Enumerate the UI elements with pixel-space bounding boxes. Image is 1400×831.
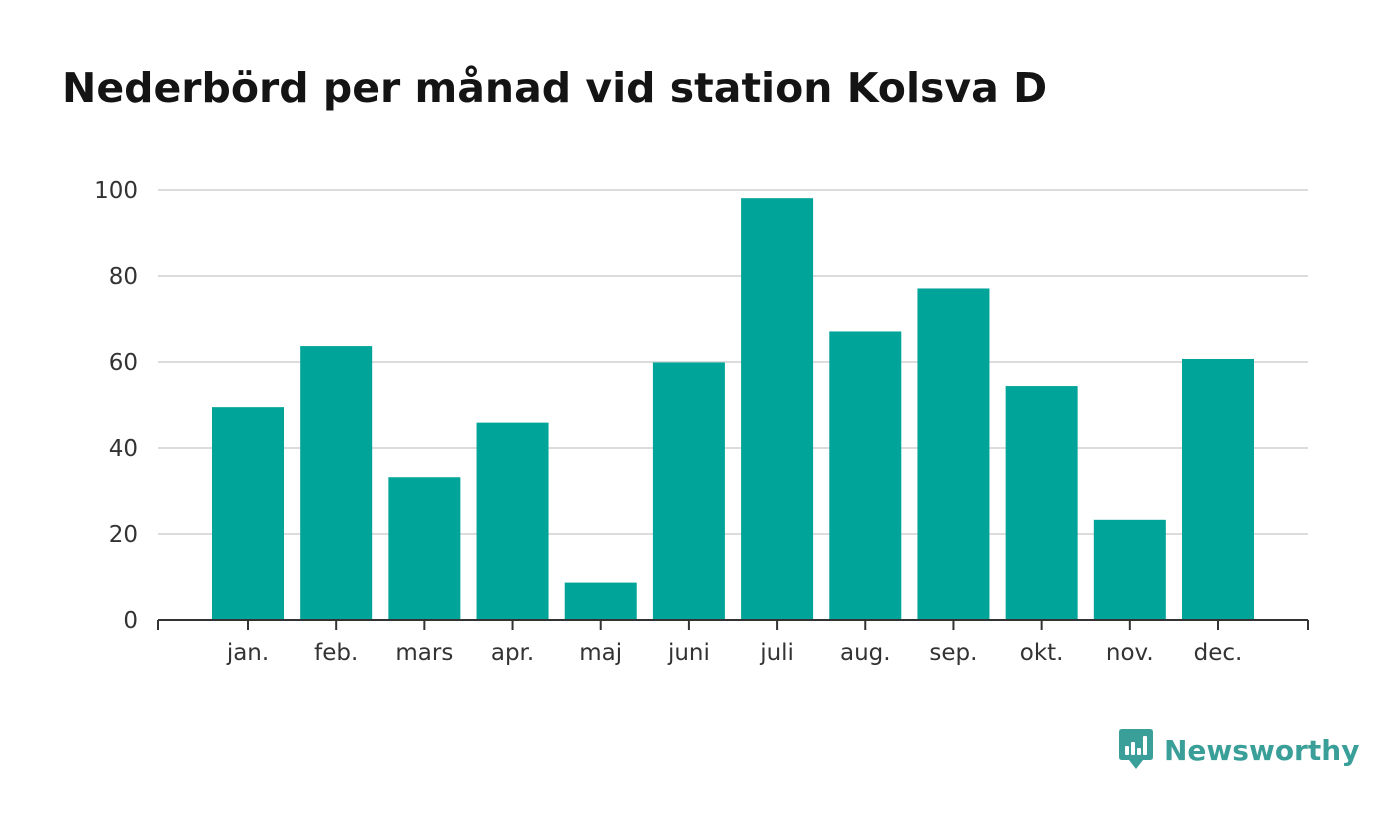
bar-apr: [476, 422, 549, 620]
bars: [212, 198, 1254, 621]
bar-jan: [212, 407, 284, 620]
y-tick-label: 20: [109, 522, 138, 548]
x-tick-label: juli: [759, 640, 794, 666]
bar-dec: [1182, 358, 1254, 620]
x-tick-label: jan.: [226, 640, 269, 666]
x-tick-label: nov.: [1106, 640, 1154, 666]
newsworthy-logo-icon: [1119, 729, 1153, 769]
y-tick-label: 0: [123, 608, 138, 634]
bar-okt: [1005, 386, 1078, 620]
x-axis: [157, 619, 1309, 630]
x-tick-label: okt.: [1020, 640, 1064, 666]
x-tick-label: sep.: [929, 640, 977, 666]
x-tick-labels: jan. feb. mars apr. maj juni juli aug. sep. okt. n…: [226, 640, 1243, 666]
x-tick-label: maj: [579, 640, 622, 666]
y-tick-label: 100: [94, 178, 138, 204]
x-tick-label: apr.: [491, 640, 534, 666]
brand-name: Newsworthy: [1164, 733, 1360, 767]
y-tick-label: 80: [109, 264, 138, 290]
bar-nov: [1093, 519, 1166, 620]
y-tick-label: 40: [109, 436, 138, 462]
bar-juli: [741, 198, 814, 621]
bar-juni: [652, 362, 725, 620]
bar-mars: [388, 477, 461, 620]
x-tick-label: dec.: [1194, 640, 1243, 666]
chart-title: Nederbörd per månad vid station Kolsva D: [62, 64, 1048, 112]
bar-maj: [564, 582, 637, 620]
brand: Newsworthy: [1118, 728, 1359, 772]
x-tick-label: aug.: [840, 640, 891, 666]
bar-aug: [829, 331, 902, 620]
bar-sep: [917, 288, 990, 620]
x-tick-label: mars: [395, 640, 453, 666]
y-tick-labels: 0 20 40 60 80 100: [94, 178, 138, 634]
y-tick-label: 60: [109, 350, 138, 376]
x-tick-label: juni: [667, 640, 710, 666]
bar-feb: [300, 346, 373, 620]
x-tick-label: feb.: [314, 640, 358, 666]
